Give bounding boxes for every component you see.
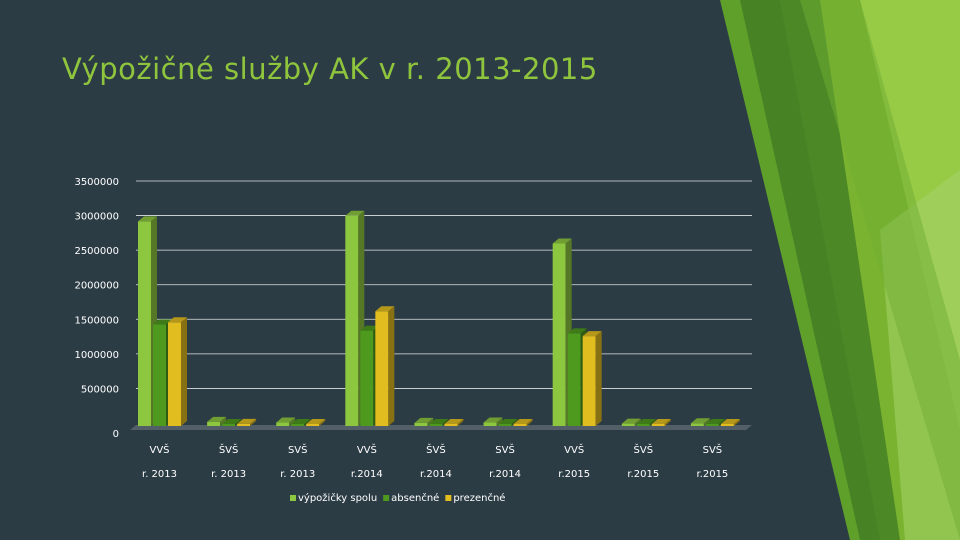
bar xyxy=(444,419,464,426)
chart-bars xyxy=(138,210,740,426)
bar xyxy=(138,216,157,426)
y-tick-label: 2000000 xyxy=(74,281,119,292)
bar xyxy=(375,306,395,426)
legend-label: výpožičky spolu xyxy=(298,492,377,504)
legend-item: absenčné xyxy=(383,492,439,504)
bar xyxy=(483,417,503,426)
y-axis: 0 500000 1000000 1500000 2000000 2500000 30000… xyxy=(74,177,119,440)
x-tick-group-label: r.2014 xyxy=(420,469,452,480)
y-tick-label: 3500000 xyxy=(74,177,119,188)
bar xyxy=(720,419,740,426)
x-tick-label: SVŠ xyxy=(288,443,308,456)
bar xyxy=(621,418,641,426)
x-tick-label: VVŠ xyxy=(357,443,377,456)
bar xyxy=(429,419,449,426)
x-axis: VVŠ r. 2013 ŠVŠ r. 2013 SVŠ r. 2013 VVŠ r.2014 Š… xyxy=(142,443,728,480)
bar xyxy=(582,331,602,426)
x-tick-group-label: r. 2013 xyxy=(142,469,177,480)
x-tick-label: VVŠ xyxy=(149,443,169,456)
x-tick-group-label: r.2015 xyxy=(558,469,590,480)
chart-gridlines xyxy=(130,180,752,430)
x-tick-group-label: r. 2013 xyxy=(211,469,246,480)
x-tick-label: ŠVŠ xyxy=(426,443,446,456)
x-tick-label: ŠVŠ xyxy=(634,443,654,456)
bar xyxy=(414,417,434,426)
x-tick-label: SVŠ xyxy=(703,443,723,456)
x-tick-group-label: r.2014 xyxy=(351,469,383,480)
y-tick-label: 1500000 xyxy=(74,315,119,326)
y-tick-label: 0 xyxy=(113,429,119,440)
bar xyxy=(498,419,518,426)
legend-swatch xyxy=(383,495,390,501)
legend-item: výpožičky spolu xyxy=(290,492,377,504)
bar xyxy=(291,419,311,426)
x-tick-group-label: r.2015 xyxy=(627,469,659,480)
x-tick-group-label: r. 2013 xyxy=(280,469,315,480)
bar xyxy=(306,419,326,426)
x-tick-group-label: r.2015 xyxy=(696,469,728,480)
x-tick-label: VVŠ xyxy=(564,443,584,456)
bar xyxy=(276,417,296,426)
legend-item: prezenčné xyxy=(445,492,505,504)
y-tick-label: 2500000 xyxy=(74,246,119,257)
x-tick-label: SVŠ xyxy=(495,443,515,456)
bar xyxy=(168,317,187,426)
legend-label: absenčné xyxy=(391,492,439,504)
bar xyxy=(651,419,671,426)
bar xyxy=(207,416,227,426)
chart-floor xyxy=(130,425,752,430)
legend-swatch xyxy=(445,495,452,501)
bar xyxy=(690,418,710,426)
bar xyxy=(636,419,656,426)
bar xyxy=(513,419,533,426)
x-tick-group-label: r.2014 xyxy=(489,469,521,480)
y-tick-label: 500000 xyxy=(81,384,119,395)
legend-swatch xyxy=(290,495,296,501)
bar xyxy=(222,419,242,426)
chart-legend: výpožičky spolu absenčné prezenčné xyxy=(290,492,505,504)
bar xyxy=(705,419,725,426)
y-tick-label: 3000000 xyxy=(74,212,119,223)
x-tick-label: ŠVŠ xyxy=(219,443,239,456)
slide-title: Výpožičné služby AK v r. 2013-2015 xyxy=(62,52,598,86)
legend-label: prezenčné xyxy=(453,492,505,504)
y-tick-label: 1000000 xyxy=(74,350,119,361)
bar xyxy=(237,418,257,426)
